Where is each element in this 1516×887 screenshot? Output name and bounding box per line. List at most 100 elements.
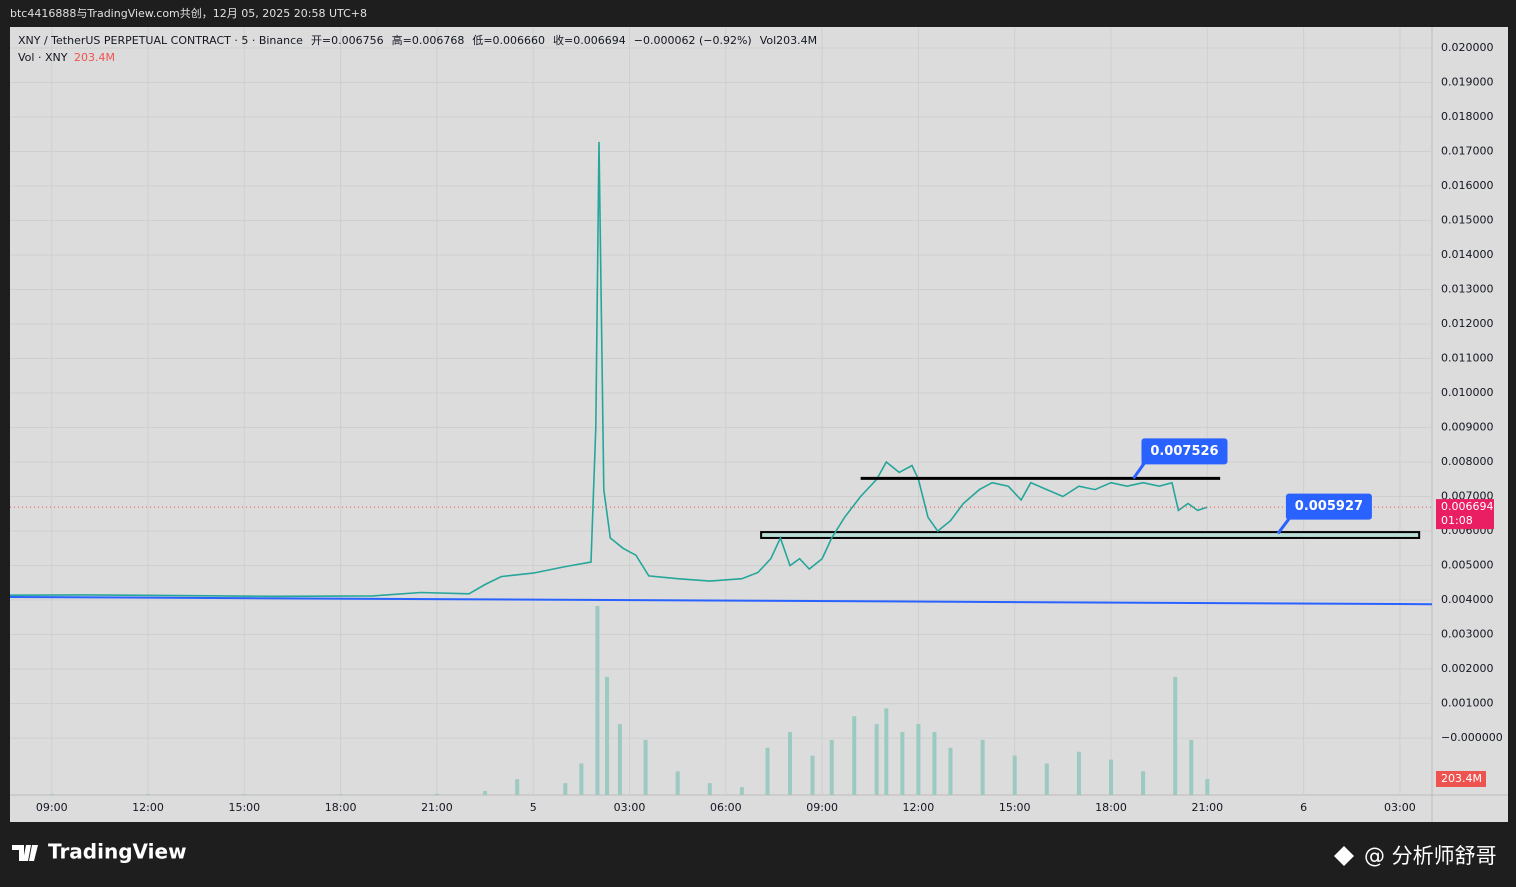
trendline bbox=[10, 595, 1432, 606]
volume-bar bbox=[1012, 755, 1017, 795]
volume-bar bbox=[1076, 751, 1081, 795]
y-tick-label: 0.003000 bbox=[1441, 628, 1494, 641]
logo: TradingView bbox=[12, 840, 187, 864]
price-line bbox=[10, 141, 1208, 598]
y-tick-label: 0.019000 bbox=[1441, 76, 1494, 89]
volume-bar bbox=[884, 708, 889, 795]
volume-bar bbox=[242, 794, 247, 795]
header: btc4416888与TradingView.com共创，12月 05, 202… bbox=[10, 7, 367, 20]
footer-brand: TradingView bbox=[48, 840, 187, 864]
countdown: 01:08 bbox=[1441, 514, 1473, 527]
callout-bubble bbox=[1132, 462, 1147, 480]
volume-bar bbox=[829, 739, 834, 795]
volume-bar bbox=[980, 739, 985, 795]
volume-bar bbox=[788, 732, 793, 795]
watermark: @ 分析师舒哥 bbox=[1334, 844, 1497, 868]
x-tick-label: 03:00 bbox=[614, 801, 646, 814]
price-tag-label: 0.006694 bbox=[1441, 500, 1494, 513]
x-tick-label: 09:00 bbox=[806, 801, 838, 814]
x-tick-label: 21:00 bbox=[1191, 801, 1223, 814]
legend-low: 低=0.006660 bbox=[472, 34, 545, 47]
callout-box bbox=[1285, 493, 1372, 520]
volume-bar bbox=[1205, 778, 1210, 795]
callout-bubble bbox=[1276, 516, 1292, 535]
volume-legend: Vol · XNY bbox=[18, 51, 68, 64]
x-tick-label: 18:00 bbox=[1095, 801, 1127, 814]
y-tick-label: 0.012000 bbox=[1441, 317, 1494, 330]
y-tick-label: 0.014000 bbox=[1441, 248, 1494, 261]
callout-label: 0.005927 bbox=[1295, 499, 1363, 514]
y-tick-label: 0.017000 bbox=[1441, 145, 1494, 158]
callout-box bbox=[1141, 438, 1228, 465]
volume-bar bbox=[1189, 739, 1194, 795]
x-tick-label: 21:00 bbox=[421, 801, 453, 814]
x-tick-label: 5 bbox=[530, 801, 537, 814]
volume-bar bbox=[1044, 763, 1049, 795]
legend-vol: Vol bbox=[760, 34, 776, 47]
y-tick-label: 0.010000 bbox=[1441, 386, 1494, 399]
volume-bar bbox=[515, 779, 520, 795]
y-tick-label: 0.008000 bbox=[1441, 455, 1494, 468]
y-tick-label: 0.002000 bbox=[1441, 662, 1494, 675]
volume-bar bbox=[675, 771, 680, 795]
volume-bar bbox=[765, 747, 770, 795]
volume-bar bbox=[595, 606, 600, 795]
overlay: 0.020000 0.019000 0.018000 0.017000 0.016000… bbox=[36, 41, 1503, 814]
legend-symbol: XNY / TetherUS PERPETUAL CONTRACT · 5 · … bbox=[18, 34, 303, 47]
volume-bar bbox=[916, 724, 921, 795]
y-tick-label: 0.015000 bbox=[1441, 214, 1494, 227]
volume-bar bbox=[739, 787, 744, 795]
legend-change: −0.000062 (−0.92%) bbox=[634, 34, 752, 47]
volume-bar bbox=[434, 793, 439, 795]
volume-bar bbox=[617, 724, 622, 795]
footer-author: @ 分析师舒哥 bbox=[1364, 844, 1497, 868]
volume-tag-label: 203.4M bbox=[1441, 772, 1482, 785]
x-tick-label: 03:00 bbox=[1384, 801, 1416, 814]
volume-bar bbox=[146, 794, 151, 795]
y-tick-label: 0.011000 bbox=[1441, 352, 1494, 365]
x-tick-label: 6 bbox=[1300, 801, 1307, 814]
x-tick-label: 15:00 bbox=[999, 801, 1031, 814]
legend-open: 开=0.006756 bbox=[311, 34, 384, 47]
volume-tag bbox=[1436, 770, 1486, 787]
y-tick-label: 0.004000 bbox=[1441, 593, 1494, 606]
volume-bar bbox=[707, 783, 712, 795]
volume-bar bbox=[874, 724, 879, 795]
y-tick-label: 0.016000 bbox=[1441, 179, 1494, 192]
x-tick-label: 09:00 bbox=[36, 801, 68, 814]
x-tick-label: 12:00 bbox=[903, 801, 935, 814]
x-tick-label: 15:00 bbox=[228, 801, 260, 814]
volume-bar bbox=[605, 676, 610, 795]
volume-bar bbox=[810, 755, 815, 795]
x-tick-label: 18:00 bbox=[325, 801, 357, 814]
y-tick-label: −0.000000 bbox=[1441, 731, 1503, 744]
volume-legend-value: 203.4M bbox=[74, 51, 115, 64]
volume-bar bbox=[900, 732, 905, 795]
price-tag bbox=[1436, 499, 1494, 530]
y-tick-label: 0.018000 bbox=[1441, 110, 1494, 123]
x-tick-label: 06:00 bbox=[710, 801, 742, 814]
plot bbox=[10, 141, 1432, 795]
volume-bar bbox=[1141, 771, 1146, 795]
volume-bar bbox=[563, 783, 568, 795]
volume-bar bbox=[852, 716, 857, 795]
grid bbox=[10, 28, 1432, 795]
volume-bar bbox=[643, 739, 648, 795]
callout-label: 0.007526 bbox=[1150, 444, 1218, 459]
volume-bar bbox=[932, 732, 937, 795]
y-tick-label: 0.020000 bbox=[1441, 41, 1494, 54]
volume-bar bbox=[1109, 759, 1114, 795]
y-tick-label: 0.013000 bbox=[1441, 283, 1494, 296]
support-zone bbox=[760, 531, 1421, 539]
legend-high: 高=0.006768 bbox=[392, 33, 465, 47]
legend-close: 收=0.006694 bbox=[553, 33, 626, 47]
volume-bar bbox=[49, 794, 54, 795]
y-tick-label: 0.005000 bbox=[1441, 559, 1494, 572]
volume-bar bbox=[1173, 676, 1178, 795]
volume-bar bbox=[948, 747, 953, 795]
volume-bar bbox=[338, 794, 343, 795]
y-tick-label: 0.001000 bbox=[1441, 697, 1494, 710]
y-tick-label: 0.009000 bbox=[1441, 421, 1494, 434]
x-tick-label: 12:00 bbox=[132, 801, 164, 814]
